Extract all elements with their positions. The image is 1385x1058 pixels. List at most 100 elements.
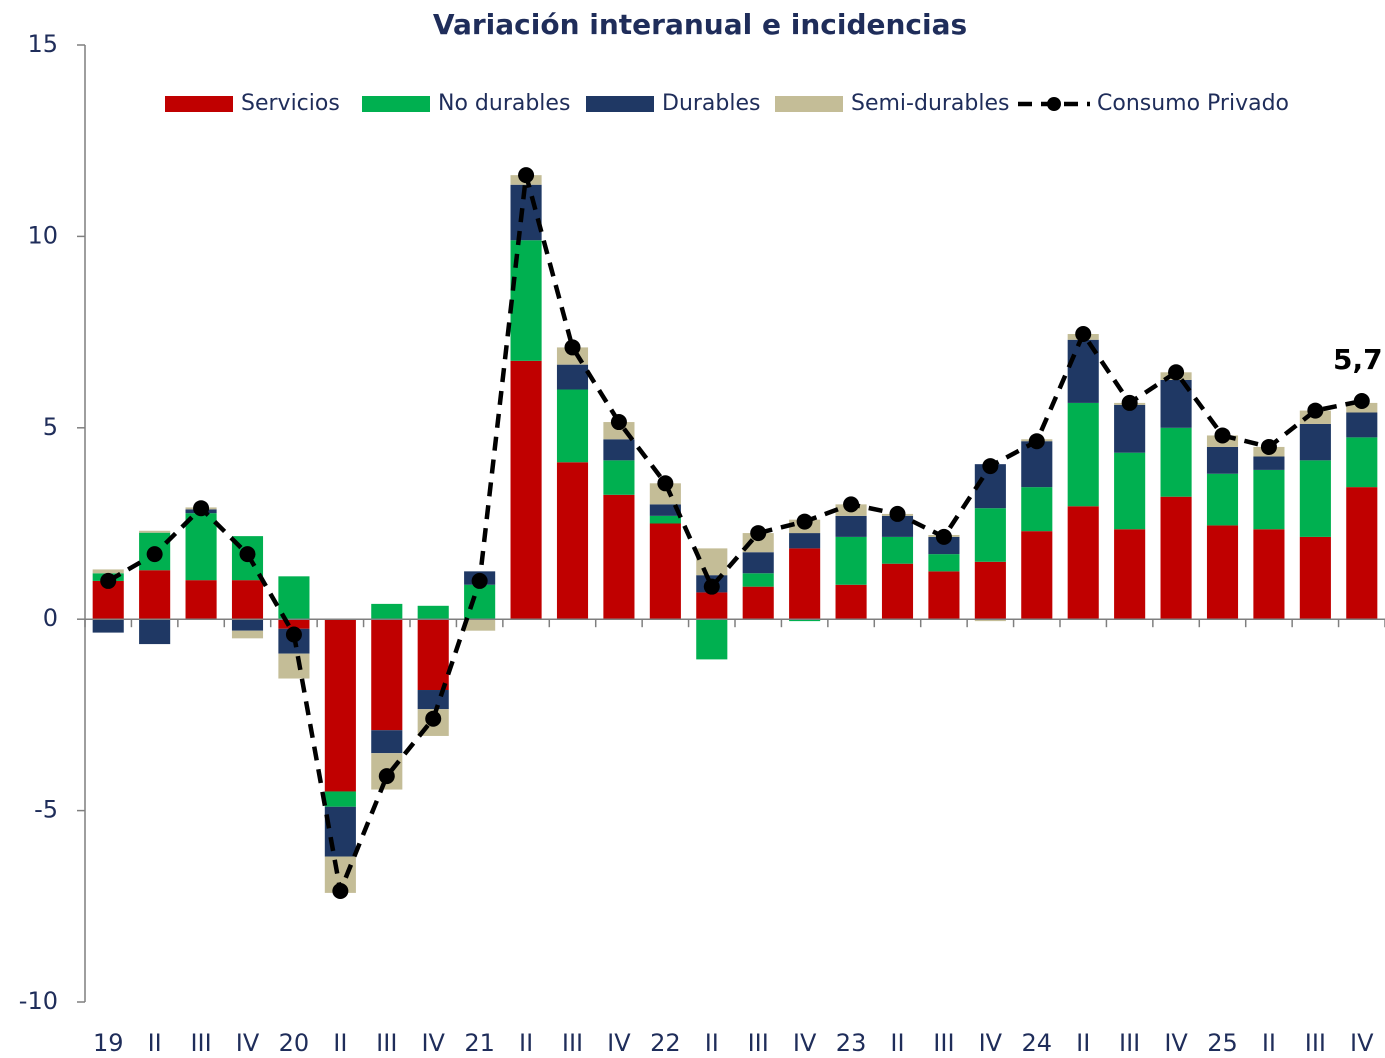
y-tick-label: -10	[19, 987, 58, 1015]
x-tick-label: IV	[421, 1029, 445, 1057]
bar-segment	[696, 592, 728, 620]
bar-segment	[1253, 469, 1285, 530]
legend-marker	[1047, 97, 1061, 111]
legend-swatch	[362, 96, 430, 112]
bar-segment	[928, 571, 960, 620]
x-tick-label: 19	[93, 1029, 124, 1057]
bar-segment	[1253, 529, 1285, 620]
line-marker	[703, 578, 720, 595]
bar-segment	[92, 619, 124, 633]
bar-segment	[556, 462, 589, 620]
bar-segment	[417, 619, 449, 691]
line-marker	[750, 525, 767, 542]
line-marker	[239, 546, 256, 563]
line-marker	[610, 414, 627, 431]
line-marker	[796, 513, 813, 530]
line-marker	[1168, 364, 1185, 381]
bar-segment	[278, 653, 310, 679]
line-marker	[146, 546, 163, 563]
bar-segment	[928, 536, 960, 555]
x-tick-label: III	[562, 1029, 583, 1057]
bar-segment	[1160, 427, 1192, 497]
line-marker	[518, 167, 535, 184]
x-tick-label: II	[519, 1029, 533, 1057]
line-marker	[1260, 438, 1277, 455]
x-tick-label: II	[148, 1029, 162, 1057]
y-tick-label: 15	[27, 30, 58, 58]
line-marker	[1307, 402, 1324, 419]
bar-segment	[742, 552, 774, 574]
y-tick-label: 10	[27, 221, 58, 249]
bar-segment	[603, 460, 635, 495]
bar-segment	[649, 515, 681, 524]
x-tick-label: 23	[836, 1029, 867, 1057]
bar-segment	[1299, 536, 1331, 620]
x-tick-label: II	[1262, 1029, 1276, 1057]
bar-segment	[696, 619, 728, 660]
bar-segment	[835, 515, 867, 537]
x-tick-label: IV	[793, 1029, 817, 1057]
chart-title: Variación interanual e incidencias	[433, 8, 967, 41]
line-marker	[889, 505, 906, 522]
bar-segment	[881, 515, 914, 537]
bar-segment	[1067, 506, 1099, 620]
x-tick-label: III	[933, 1029, 954, 1057]
line-marker	[332, 882, 349, 899]
legend-label: No durables	[438, 91, 570, 116]
line-marker	[471, 572, 488, 589]
bar-segment	[139, 619, 171, 645]
bar-segment	[371, 619, 403, 731]
line-marker	[100, 572, 117, 589]
line-marker	[425, 710, 442, 727]
legend-swatch	[165, 96, 233, 112]
x-tick-label: III	[190, 1029, 211, 1057]
bar-segment	[92, 569, 124, 574]
x-tick-label: 24	[1022, 1029, 1053, 1057]
x-tick-label: III	[748, 1029, 769, 1057]
legend-label: Servicios	[241, 91, 340, 116]
bar-segment	[789, 548, 821, 620]
line-marker	[1353, 393, 1370, 410]
line-marker	[1214, 427, 1231, 444]
line	[107, 174, 1363, 900]
bar-segment	[649, 523, 681, 620]
line-marker	[1075, 326, 1092, 343]
bar-segment	[556, 364, 589, 390]
x-tick-label: IV	[1164, 1029, 1188, 1057]
bar-segment	[1346, 487, 1378, 620]
bar-segment	[417, 605, 449, 620]
x-tick-label: 21	[464, 1029, 495, 1057]
bar-segment	[1021, 487, 1053, 532]
bar-segment	[881, 536, 914, 564]
y-tick-label: -5	[34, 796, 58, 824]
x-tick-label: II	[1076, 1029, 1090, 1057]
x-tick-label: III	[1119, 1029, 1140, 1057]
x-tick-label: IV	[607, 1029, 631, 1057]
bar-segment	[974, 508, 1006, 562]
bar-segment	[742, 586, 774, 620]
line-marker	[982, 458, 999, 475]
bar-segment	[1253, 456, 1285, 470]
bar-segment	[510, 360, 542, 620]
bar-segment	[1206, 473, 1239, 526]
bar-segment	[556, 389, 589, 463]
bar-segment	[649, 504, 681, 516]
bar-segment	[789, 619, 821, 622]
bar-segment	[1346, 412, 1378, 438]
x-tick-label: 20	[279, 1029, 310, 1057]
bar-segment	[1067, 402, 1099, 507]
x-tick-label: II	[705, 1029, 719, 1057]
data-label: 5,7	[1333, 343, 1383, 376]
legend-swatch	[586, 96, 654, 112]
bar-segment	[603, 494, 635, 620]
legend-label: Semi-durables	[851, 91, 1010, 116]
bar-segment	[139, 570, 171, 620]
x-tick-label: IV	[236, 1029, 260, 1057]
line-marker	[1121, 394, 1138, 411]
x-tick-label: IV	[979, 1029, 1003, 1057]
bar-segment	[278, 619, 310, 629]
bar-segment	[231, 630, 264, 639]
bar-segment	[278, 576, 310, 620]
y-tick-label: 0	[43, 604, 58, 632]
line-marker	[564, 339, 581, 356]
